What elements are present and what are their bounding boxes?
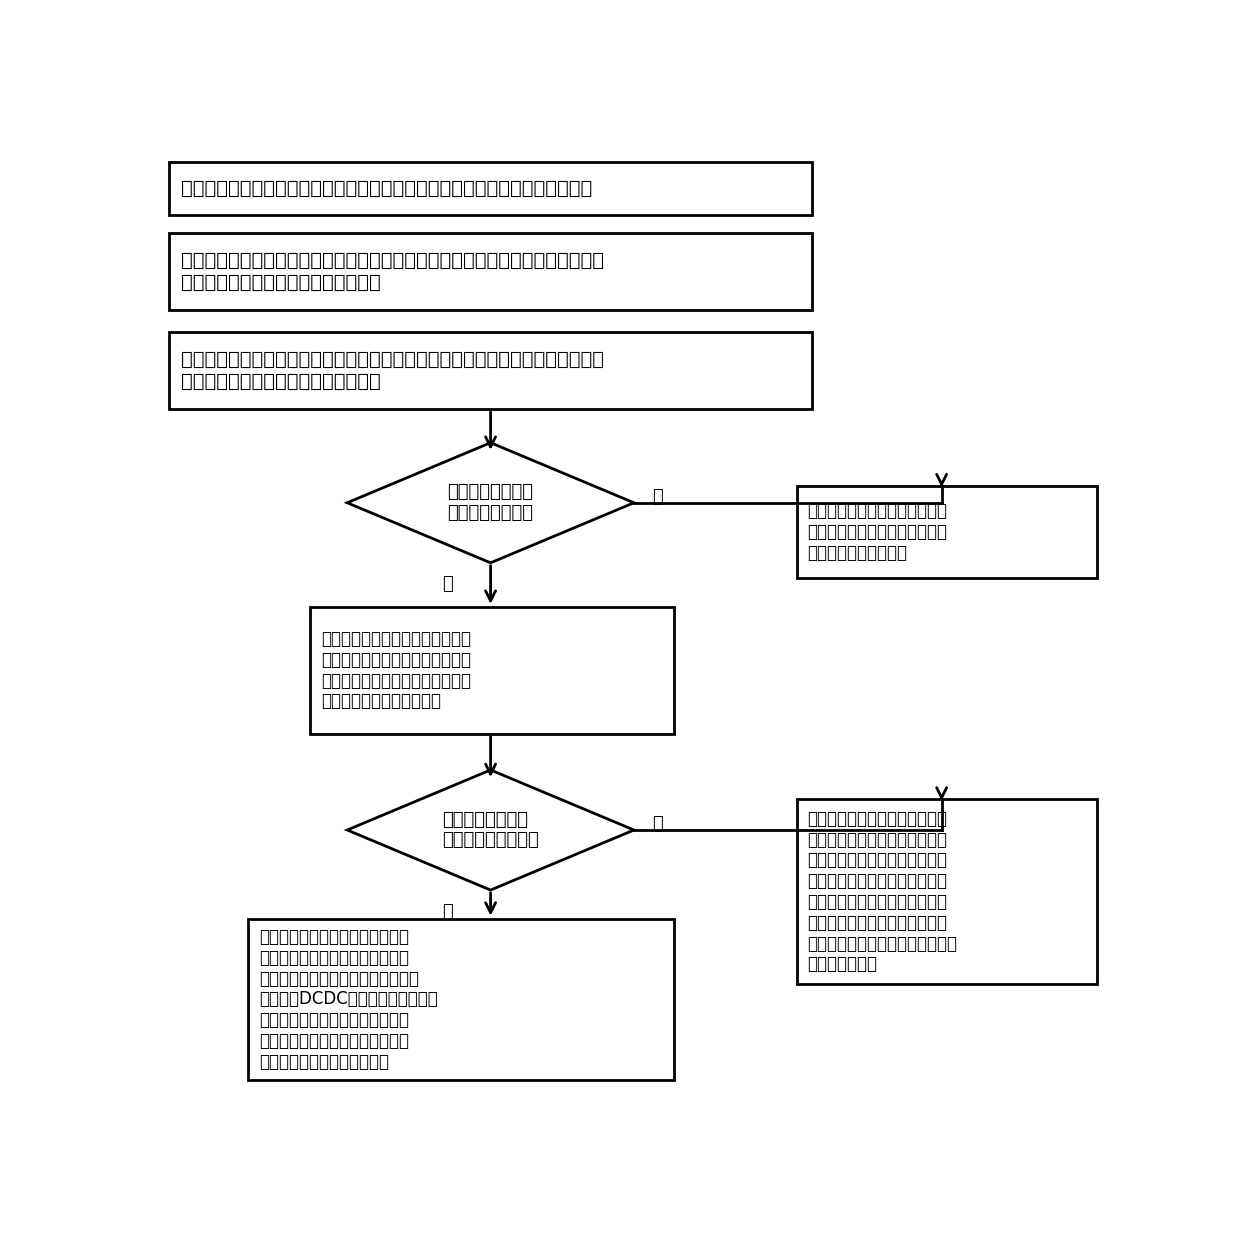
Polygon shape xyxy=(347,770,634,890)
Bar xyxy=(169,332,812,409)
Bar xyxy=(169,162,812,214)
Text: 燃料电池模块待机后，控制器控制第二和第四高压开关断开，闭合第一双路开关，
第一绝缘监测模块介入绝缘监测工作；: 燃料电池模块待机后，控制器控制第二和第四高压开关断开，闭合第一双路开关， 第一绝… xyxy=(181,251,604,292)
Text: 控制器控制第二和第四高压开关
保持断开，并发送停机指令给燃
料电池模块，发送故障信息提示
驾驶员目前仅有辅助动力电池模
块在维持驱动；燃料电池模块停
机后，断开: 控制器控制第二和第四高压开关 保持断开，并发送停机指令给燃 料电池模块，发送故障… xyxy=(807,810,957,973)
Bar xyxy=(169,233,812,311)
Text: 第二绝缘监测模块
绝缘监测仍异常？: 第二绝缘监测模块 绝缘监测仍异常？ xyxy=(448,483,533,522)
Text: 第二绝缘监测模块控制第二双路开
关断开，控制器控制第四高压开关
闭合，控制第二隔离充电模块完成非
隔离升压DCDC的高压上电，整车恢
复常规运行模式，燃料电池模: 第二绝缘监测模块控制第二双路开 关断开，控制器控制第四高压开关 闭合，控制第二隔… xyxy=(259,928,438,1071)
Bar xyxy=(310,607,675,734)
Text: 否: 否 xyxy=(443,576,454,593)
Text: 否: 否 xyxy=(443,903,454,921)
Text: 第一绝缘监测模块
绝缘监测持续异常？: 第一绝缘监测模块 绝缘监测持续异常？ xyxy=(443,811,539,849)
Text: 是: 是 xyxy=(652,815,662,833)
Bar xyxy=(248,919,675,1081)
Text: 第一绝缘监测模块控制第一双路开
关断开，第二绝缘监测模块控制第
二双路开关闭合，第二绝缘监测模
块开始执行绝缘监测工作；: 第一绝缘监测模块控制第一双路开 关断开，第二绝缘监测模块控制第 二双路开关闭合，… xyxy=(321,630,471,711)
Text: 若第二绝缘监测模块绝缘监测持续异常，控制器发送待机指令给燃料电池模块；: 若第二绝缘监测模块绝缘监测持续异常，控制器发送待机指令给燃料电池模块； xyxy=(181,180,593,198)
Text: 控制器限制功率输出到零，断开
第三高压开关，并发送故障信息
提醒驾驶员停车检查；: 控制器限制功率输出到零，断开 第三高压开关，并发送故障信息 提醒驾驶员停车检查； xyxy=(807,503,947,562)
Text: 是: 是 xyxy=(652,488,662,505)
Text: 燃料电池模块待机后，控制器控制第二和第四高压开关断开，闭合第一双路开关，
第一绝缘监测模块介入绝缘监测工作；: 燃料电池模块待机后，控制器控制第二和第四高压开关断开，闭合第一双路开关， 第一绝… xyxy=(181,350,604,391)
Polygon shape xyxy=(347,443,634,563)
Bar xyxy=(797,800,1097,984)
Bar xyxy=(797,485,1097,578)
